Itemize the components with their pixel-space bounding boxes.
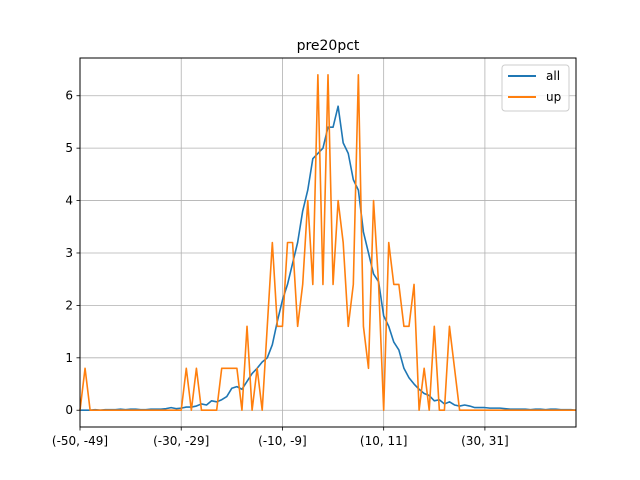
x-tick-label: (30, 31] bbox=[461, 434, 509, 448]
y-tick-label: 0 bbox=[65, 403, 73, 417]
y-tick-label: 6 bbox=[65, 89, 73, 103]
x-tick-label: (-30, -29] bbox=[153, 434, 209, 448]
series-line-up bbox=[79, 73, 576, 412]
y-tick-label: 3 bbox=[65, 246, 73, 260]
y-tick-label: 4 bbox=[65, 194, 73, 208]
x-tick-label: (-10, -9] bbox=[258, 434, 307, 448]
axes: (-50, -49] (-30, -29] (-10, -9] (10, 11] (30… bbox=[52, 89, 509, 448]
series-line-all bbox=[80, 105, 577, 412]
y-tick-label: 5 bbox=[65, 141, 73, 155]
plot-area-frame bbox=[79, 57, 577, 428]
x-tick-label: (-50, -49] bbox=[52, 434, 108, 448]
y-tick-label: 1 bbox=[65, 351, 73, 365]
chart-title: pre20pct bbox=[297, 38, 360, 54]
legend: all up bbox=[501, 64, 570, 112]
legend-label-up: up bbox=[546, 90, 561, 104]
y-tick-label: 2 bbox=[65, 298, 73, 312]
series-lines bbox=[79, 73, 577, 412]
legend-label-all: all bbox=[546, 69, 560, 83]
x-tick-label: (10, 11] bbox=[360, 434, 408, 448]
grid bbox=[79, 58, 576, 427]
